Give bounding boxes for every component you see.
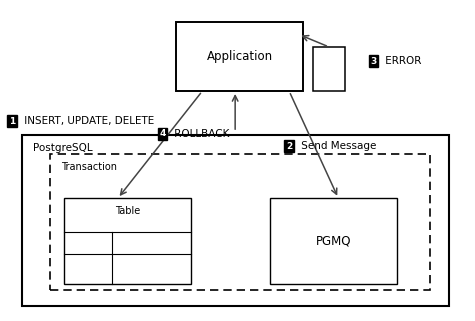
Text: 4: 4 — [159, 129, 166, 138]
Bar — [177, 22, 303, 91]
Bar — [64, 198, 190, 283]
Bar — [270, 198, 397, 283]
Text: Application: Application — [207, 50, 273, 63]
Bar — [50, 154, 430, 290]
Bar — [313, 47, 345, 91]
Text: Transaction: Transaction — [61, 162, 117, 172]
Text: ERROR: ERROR — [382, 56, 421, 66]
Text: 2: 2 — [286, 142, 292, 151]
Text: 1: 1 — [9, 117, 15, 126]
Text: 3: 3 — [370, 56, 377, 65]
Text: ROLLBACK: ROLLBACK — [171, 129, 229, 139]
Text: INSERT, UPDATE, DELETE: INSERT, UPDATE, DELETE — [20, 116, 154, 126]
Text: PGMQ: PGMQ — [316, 234, 352, 247]
Bar — [21, 135, 449, 306]
Text: Table: Table — [114, 206, 140, 216]
Text: Send Message: Send Message — [298, 141, 376, 151]
Text: PostgreSQL: PostgreSQL — [33, 143, 93, 153]
